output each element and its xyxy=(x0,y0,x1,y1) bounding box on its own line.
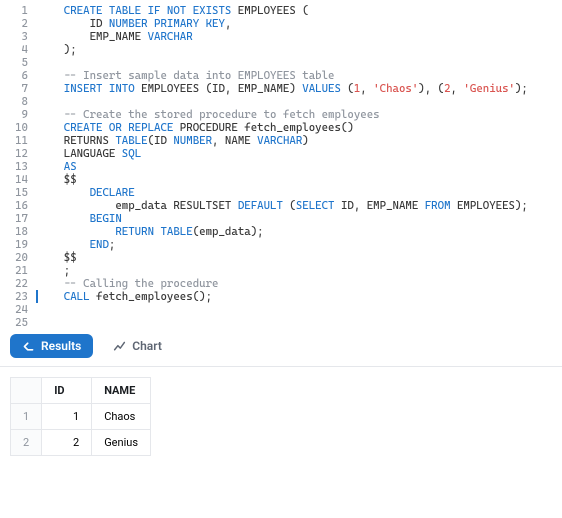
row-number: 1 xyxy=(11,404,42,430)
line-number: 4 xyxy=(0,43,28,56)
results-icon xyxy=(22,340,35,353)
line-number: 17 xyxy=(0,212,28,225)
row-number: 2 xyxy=(11,430,42,456)
code-line[interactable]: $$ xyxy=(38,251,562,264)
line-number: 3 xyxy=(0,30,28,43)
code-line[interactable]: BEGIN xyxy=(38,212,562,225)
code-line[interactable]: ); xyxy=(38,43,562,56)
rownum-header xyxy=(11,378,42,404)
code-line[interactable]: CREATE TABLE IF NOT EXISTS EMPLOYEES ( xyxy=(38,4,562,17)
line-gutter: 1234567891011121314151617181920212223242… xyxy=(0,4,38,326)
line-number: 7 xyxy=(0,82,28,95)
line-number: 9 xyxy=(0,108,28,121)
line-number: 15 xyxy=(0,186,28,199)
code-line[interactable] xyxy=(38,56,562,69)
code-line[interactable]: LANGUAGE SQL xyxy=(38,147,562,160)
line-number: 2 xyxy=(0,17,28,30)
code-line[interactable] xyxy=(38,95,562,108)
chart-tab[interactable]: Chart xyxy=(101,334,174,358)
code-line[interactable]: EMP_NAME VARCHAR xyxy=(38,30,562,43)
line-number: 14 xyxy=(0,173,28,186)
line-number: 1 xyxy=(0,4,28,17)
line-number: 16 xyxy=(0,199,28,212)
code-line[interactable]: CALL fetch_employees(); xyxy=(38,290,562,303)
line-number: 10 xyxy=(0,121,28,134)
code-line[interactable]: RETURN TABLE(emp_data); xyxy=(38,225,562,238)
line-number: 25 xyxy=(0,316,28,329)
results-table: IDNAME 11Chaos22Genius xyxy=(10,377,151,456)
line-number: 20 xyxy=(0,251,28,264)
results-tab[interactable]: Results xyxy=(10,334,93,358)
code-line[interactable]: ; xyxy=(38,264,562,277)
code-line[interactable]: RETURNS TABLE(ID NUMBER, NAME VARCHAR) xyxy=(38,134,562,147)
code-line[interactable]: -- Insert sample data into EMPLOYEES tab… xyxy=(38,69,562,82)
line-number: 23 xyxy=(0,290,28,303)
line-number: 24 xyxy=(0,303,28,316)
code-line[interactable]: $$ xyxy=(38,173,562,186)
chart-tab-label: Chart xyxy=(132,339,162,353)
results-tab-label: Results xyxy=(41,339,81,353)
code-line[interactable]: emp_data RESULTSET DEFAULT (SELECT ID, E… xyxy=(38,199,562,212)
code-line[interactable]: END; xyxy=(38,238,562,251)
results-header: IDNAME xyxy=(11,378,151,404)
code-line[interactable]: CREATE OR REPLACE PROCEDURE fetch_employ… xyxy=(38,121,562,134)
result-tabs: Results Chart xyxy=(0,326,562,367)
line-number: 13 xyxy=(0,160,28,173)
line-number: 11 xyxy=(0,134,28,147)
results-body: 11Chaos22Genius xyxy=(11,404,151,456)
code-area[interactable]: CREATE TABLE IF NOT EXISTS EMPLOYEES ( I… xyxy=(38,4,562,326)
code-line[interactable]: ID NUMBER PRIMARY KEY, xyxy=(38,17,562,30)
code-line[interactable]: -- Calling the procedure xyxy=(38,277,562,290)
line-number: 22 xyxy=(0,277,28,290)
code-line[interactable]: -- Create the stored procedure to fetch … xyxy=(38,108,562,121)
line-number: 19 xyxy=(0,238,28,251)
code-line[interactable] xyxy=(38,303,562,316)
table-cell[interactable]: Chaos xyxy=(92,404,151,430)
line-number: 8 xyxy=(0,95,28,108)
table-cell[interactable]: 1 xyxy=(42,404,92,430)
line-number: 18 xyxy=(0,225,28,238)
table-row[interactable]: 22Genius xyxy=(11,430,151,456)
table-cell[interactable]: 2 xyxy=(42,430,92,456)
code-line[interactable]: AS xyxy=(38,160,562,173)
table-cell[interactable]: Genius xyxy=(92,430,151,456)
column-header[interactable]: NAME xyxy=(92,378,151,404)
code-line[interactable]: DECLARE xyxy=(38,186,562,199)
code-editor[interactable]: 1234567891011121314151617181920212223242… xyxy=(0,0,562,326)
line-number: 21 xyxy=(0,264,28,277)
code-line[interactable]: INSERT INTO EMPLOYEES (ID, EMP_NAME) VAL… xyxy=(38,82,562,95)
column-header[interactable]: ID xyxy=(42,378,92,404)
line-number: 5 xyxy=(0,56,28,69)
code-line[interactable] xyxy=(38,316,562,329)
chart-icon xyxy=(113,340,126,353)
line-number: 6 xyxy=(0,69,28,82)
line-number: 12 xyxy=(0,147,28,160)
table-row[interactable]: 11Chaos xyxy=(11,404,151,430)
